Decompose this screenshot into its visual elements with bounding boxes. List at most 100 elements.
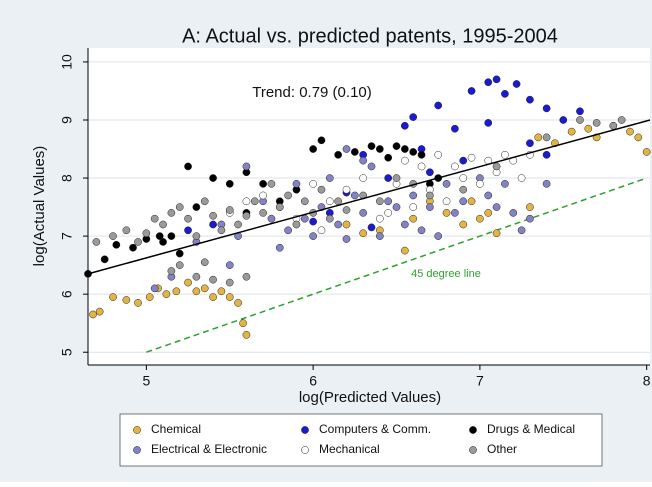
point xyxy=(225,180,234,188)
y-tick-label: 10 xyxy=(59,54,75,70)
point xyxy=(401,220,409,229)
point xyxy=(167,209,176,217)
point xyxy=(367,142,376,150)
point xyxy=(417,162,426,171)
y-tick-label: 8 xyxy=(59,174,75,182)
y-tick-label: 7 xyxy=(59,232,75,240)
point xyxy=(350,191,359,200)
point xyxy=(401,156,409,165)
point xyxy=(292,180,301,188)
point xyxy=(317,185,326,194)
point xyxy=(225,261,234,269)
point xyxy=(142,229,151,238)
point xyxy=(626,127,634,136)
point xyxy=(392,203,401,211)
point xyxy=(342,185,351,194)
point xyxy=(409,113,418,121)
point xyxy=(375,145,384,153)
point xyxy=(325,174,334,182)
point xyxy=(342,145,351,153)
point xyxy=(122,226,131,235)
point xyxy=(225,293,234,301)
point xyxy=(209,211,217,220)
point xyxy=(259,209,267,217)
point xyxy=(300,197,309,206)
point xyxy=(225,206,234,214)
point xyxy=(467,87,476,95)
point xyxy=(200,284,209,293)
point xyxy=(192,203,201,211)
point xyxy=(259,191,267,200)
point xyxy=(122,296,131,304)
point xyxy=(384,174,393,182)
point xyxy=(501,150,509,159)
point xyxy=(459,220,468,229)
point xyxy=(459,197,468,206)
point xyxy=(476,180,484,188)
point xyxy=(150,214,159,223)
point xyxy=(559,116,568,124)
point xyxy=(145,293,154,301)
point xyxy=(401,246,409,255)
point xyxy=(492,203,501,211)
point xyxy=(434,101,443,110)
point xyxy=(239,319,247,328)
point xyxy=(184,278,192,287)
point xyxy=(492,229,501,238)
point xyxy=(129,243,137,252)
diagonal-annotation: 45 degree line xyxy=(411,268,481,280)
point xyxy=(476,214,484,223)
point xyxy=(509,209,518,217)
point xyxy=(417,150,426,159)
point xyxy=(309,145,317,153)
point xyxy=(392,142,401,150)
point xyxy=(634,133,643,142)
point xyxy=(242,197,251,206)
legend-marker xyxy=(469,426,477,434)
point xyxy=(242,330,251,339)
legend-marker xyxy=(469,446,477,454)
legend-label: Computers & Comm. xyxy=(319,422,431,436)
point xyxy=(467,197,476,206)
point xyxy=(451,209,459,217)
point xyxy=(159,220,167,229)
trend-annotation: Trend: 0.79 (0.10) xyxy=(252,84,372,101)
point xyxy=(542,104,551,113)
point xyxy=(517,174,526,182)
point xyxy=(451,124,459,133)
point xyxy=(417,226,426,235)
point xyxy=(459,156,468,165)
point xyxy=(359,174,368,182)
point xyxy=(334,150,342,159)
point xyxy=(526,95,534,104)
point xyxy=(162,290,171,299)
point xyxy=(175,249,184,258)
point xyxy=(342,235,351,243)
point xyxy=(484,119,493,127)
legend-marker xyxy=(301,446,309,454)
point xyxy=(309,217,317,226)
y-axis-label: log(Actual Values) xyxy=(31,146,48,267)
point xyxy=(334,220,342,229)
point xyxy=(284,226,292,235)
legend-marker xyxy=(301,426,309,434)
point xyxy=(209,275,217,284)
point xyxy=(492,162,501,171)
point xyxy=(309,232,317,240)
legend-label: Chemical xyxy=(151,422,201,436)
point xyxy=(467,153,476,162)
legend-label: Electrical & Electronic xyxy=(151,442,267,456)
point xyxy=(409,203,418,211)
point xyxy=(409,214,418,223)
point xyxy=(167,232,176,240)
x-axis-label: log(Predicted Values) xyxy=(299,389,441,406)
point xyxy=(192,272,201,281)
point xyxy=(359,156,368,165)
point xyxy=(192,232,201,240)
legend-label: Other xyxy=(487,442,517,456)
x-tick-label: 8 xyxy=(643,373,651,389)
point xyxy=(409,148,418,156)
point xyxy=(401,121,409,130)
point xyxy=(512,80,521,88)
point xyxy=(375,214,384,223)
